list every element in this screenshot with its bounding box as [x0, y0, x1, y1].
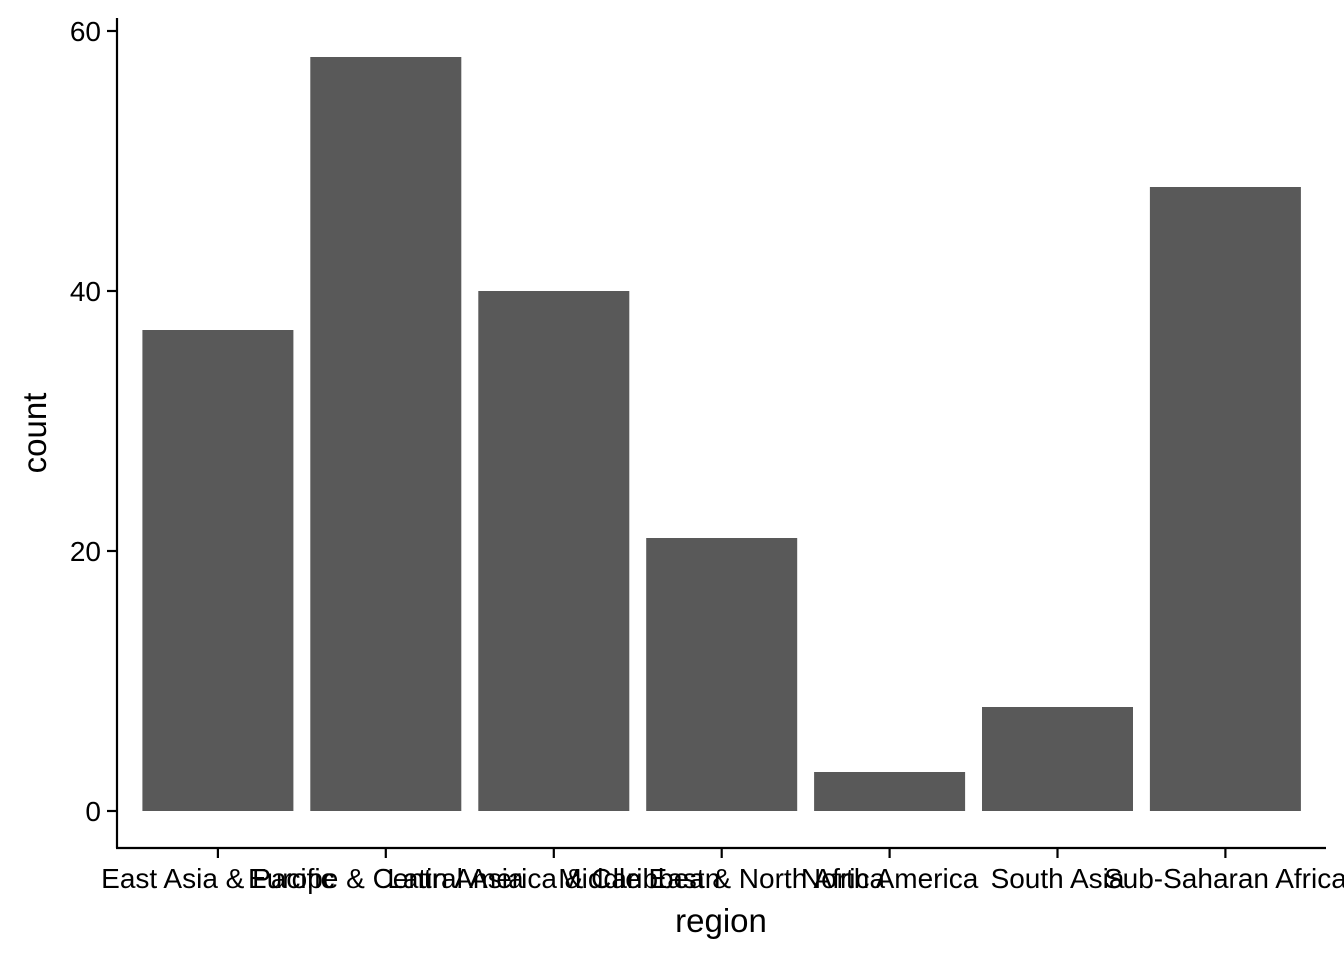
bar-2: [478, 291, 630, 811]
x-tick-label: North America: [801, 863, 979, 894]
bars-layer: [142, 57, 1301, 811]
x-axis-title: region: [675, 902, 767, 939]
x-tick-label: Latin America & Caribbean: [387, 863, 720, 894]
x-tick-label: Middle East & North Africa: [558, 863, 885, 894]
y-tick-label: 20: [70, 536, 101, 567]
bar-1: [310, 57, 462, 811]
y-axis-title: count: [16, 393, 53, 474]
x-tick-label: South Asia: [991, 863, 1125, 894]
y-tick-label: 40: [70, 276, 101, 307]
x-tick-label: East Asia & Pacific: [101, 863, 334, 894]
bar-5: [982, 707, 1133, 811]
x-tick-label: Sub-Saharan Africa: [1104, 863, 1344, 894]
bar-6: [1149, 187, 1301, 811]
y-tick-label: 60: [70, 16, 101, 47]
y-tick-label: 0: [85, 796, 101, 827]
y-ticks-layer: 0 20 40 60: [70, 16, 117, 827]
bar-0: [142, 330, 294, 811]
bar-4: [814, 772, 966, 811]
x-tick-label: Europe & Central Asia: [248, 863, 524, 894]
bar-3: [646, 538, 798, 811]
